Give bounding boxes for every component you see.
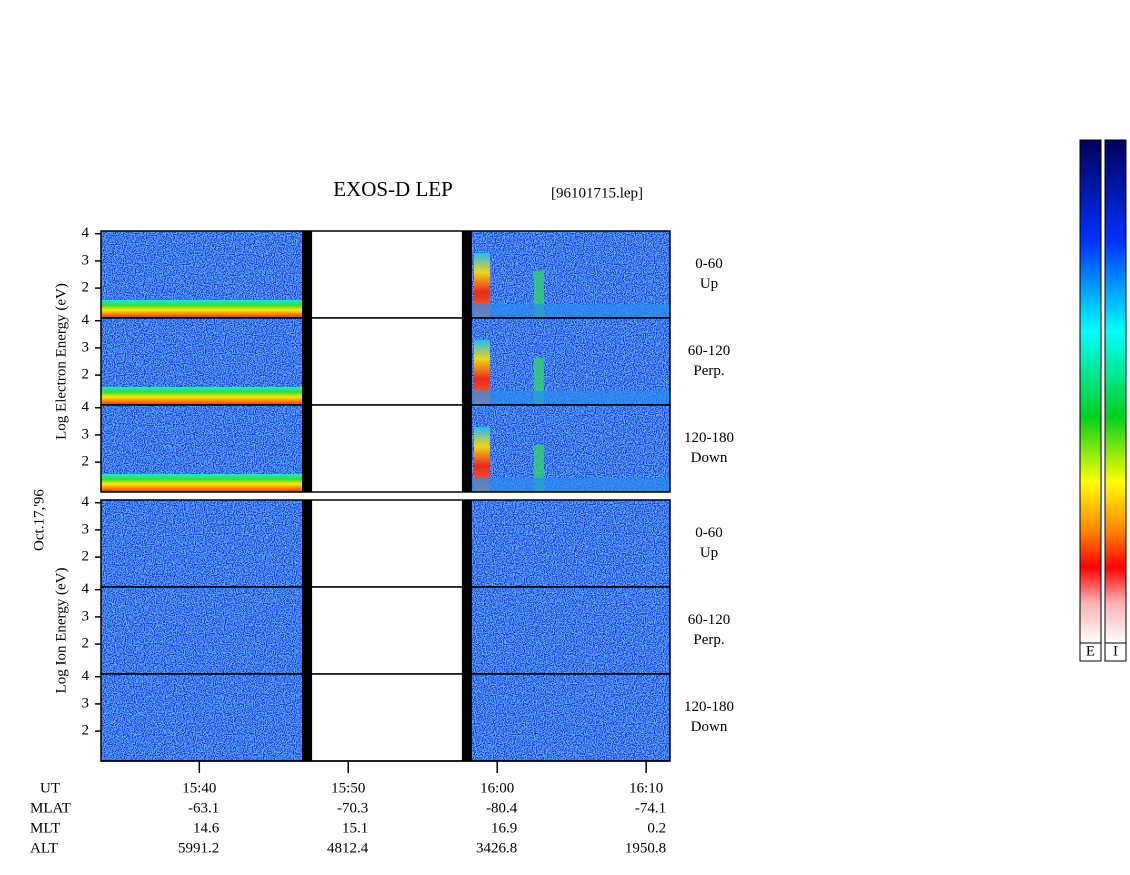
y-tick-label: 2 (82, 636, 90, 652)
panel-direction: Up (700, 545, 718, 561)
panel-angle: 0-60 (695, 256, 723, 272)
date-label: Oct.17,'96 (31, 489, 47, 551)
orbit-value: 1950.8 (625, 840, 666, 856)
panel-frame (100, 404, 671, 493)
y-tick-label: 3 (82, 608, 90, 624)
panel-angle: 0-60 (695, 525, 723, 541)
orbit-value: -80.4 (486, 800, 518, 816)
orbit-value: 4812.4 (327, 840, 369, 856)
panel-angle: 120-180 (684, 699, 734, 715)
orbit-label: ALT (30, 840, 58, 856)
panel-direction: Perp. (693, 363, 724, 379)
x-tick-label: 16:00 (480, 780, 514, 796)
y-tick-label: 4 (82, 312, 90, 328)
y-tick-label: 4 (82, 581, 90, 597)
orbit-value: 15.1 (342, 820, 368, 836)
y-tick-label: 4 (82, 399, 90, 415)
colorbar-label: I (1113, 643, 1118, 659)
data-gap (312, 674, 462, 761)
panel-angle: 120-180 (684, 430, 734, 446)
y-tick-label: 2 (82, 367, 90, 383)
y-tick-label: 4 (82, 668, 90, 684)
y-tick-label: 2 (82, 549, 90, 565)
colorbar (1079, 139, 1102, 644)
burst (533, 445, 544, 492)
y-tick-label: 2 (82, 280, 90, 296)
burst (533, 358, 544, 405)
colorbar (1104, 139, 1127, 644)
chart-title: EXOS-D LEP (333, 177, 453, 201)
burst (473, 253, 490, 318)
orbit-value: 5991.2 (178, 840, 219, 856)
low-energy-band (471, 304, 670, 318)
y-tick-label: 2 (82, 723, 90, 739)
y-tick-label: 3 (82, 521, 90, 537)
burst (533, 271, 544, 318)
panel-direction: Up (700, 276, 718, 292)
colorbar-label: E (1086, 643, 1095, 659)
y-tick-label: 3 (82, 695, 90, 711)
orbit-value: -63.1 (188, 800, 219, 816)
orbit-value: 3426.8 (476, 840, 517, 856)
data-gap (312, 318, 462, 405)
x-tick-label: 15:50 (331, 780, 365, 796)
y-axis-label: Log Ion Energy (eV) (53, 568, 69, 694)
low-energy-band (101, 474, 303, 492)
panel-angle: 60-120 (688, 612, 731, 628)
y-tick-label: 4 (82, 225, 90, 241)
y-tick-label: 3 (82, 426, 90, 442)
orbit-value: 16.9 (491, 820, 517, 836)
y-tick-label: 2 (82, 454, 90, 470)
colorbar-label-box (1079, 642, 1102, 662)
burst (473, 340, 490, 405)
low-energy-band (101, 387, 303, 405)
orbit-label: MLT (30, 820, 60, 836)
x-axis-label: UT (40, 780, 60, 796)
low-energy-band (471, 478, 670, 492)
panel-direction: Down (691, 719, 728, 735)
data-gap (312, 405, 462, 492)
file-name: [96101715.lep] (551, 185, 643, 201)
orbit-value: 14.6 (193, 820, 220, 836)
data-gap (312, 587, 462, 674)
low-energy-band (471, 391, 670, 405)
low-energy-band (101, 300, 303, 318)
x-tick-label: 16:10 (629, 780, 663, 796)
burst (473, 427, 490, 492)
y-tick-label: 4 (82, 494, 90, 510)
orbit-label: MLAT (30, 800, 71, 816)
data-gap (312, 231, 462, 318)
data-gap (312, 500, 462, 587)
orbit-value: 0.2 (647, 820, 666, 836)
x-tick-label: 15:40 (182, 780, 216, 796)
orbit-value: -74.1 (635, 800, 666, 816)
y-tick-label: 3 (82, 252, 90, 268)
panel-angle: 60-120 (688, 343, 731, 359)
orbit-value: -70.3 (337, 800, 368, 816)
colorbar-label-box (1104, 642, 1127, 662)
y-tick-label: 3 (82, 339, 90, 355)
panel-direction: Perp. (693, 632, 724, 648)
panel-direction: Down (691, 450, 728, 466)
y-axis-label: Log Electron Energy (eV) (53, 283, 69, 440)
